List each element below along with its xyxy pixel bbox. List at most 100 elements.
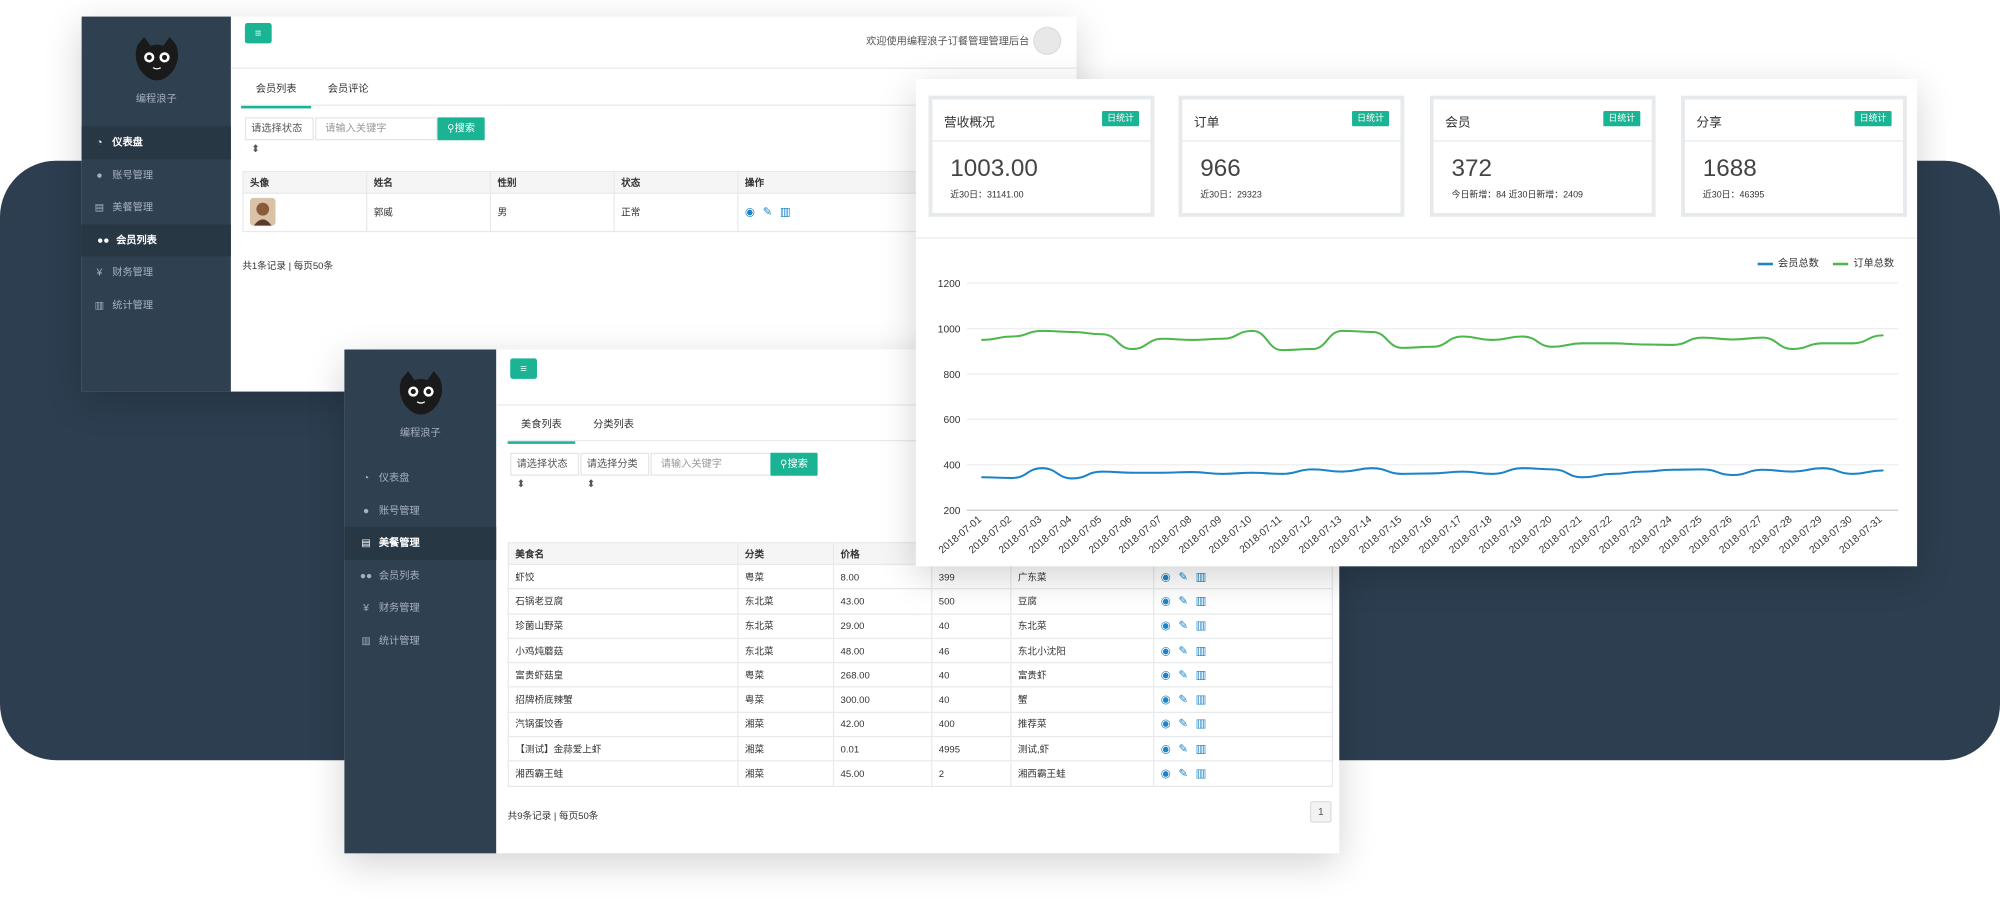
sidebar-item-finance[interactable]: ¥ 财务管理: [344, 592, 496, 625]
food-stock: 2: [931, 760, 1012, 787]
view-icon[interactable]: ◉: [1160, 668, 1179, 681]
y-tick-label: 800: [943, 370, 960, 381]
category-select[interactable]: 请选择分类 ⬍: [580, 452, 650, 490]
dashboard-icon: ◔: [96, 136, 103, 148]
data-point: [1641, 343, 1644, 346]
trash-icon[interactable]: ▥: [1195, 569, 1215, 583]
table-row: 招牌桥底辣蟹 粤菜 300.00 40 蟹 ◉✎▥: [507, 686, 1333, 713]
col-gender: 性别: [489, 170, 615, 194]
legend-swatch: [1757, 262, 1773, 265]
sidebar-item-accounts[interactable]: ● 账号管理: [82, 159, 231, 192]
table-row: 石锅老豆腐 东北菜 43.00 500 豆腐 ◉✎▥: [507, 588, 1333, 615]
edit-icon[interactable]: ✎: [1178, 741, 1196, 755]
food-tags: 广东菜: [1010, 563, 1155, 590]
view-icon[interactable]: ◉: [1160, 741, 1179, 755]
sidebar-item-dashboard[interactable]: ◔ 仪表盘: [344, 462, 496, 495]
data-point: [1521, 335, 1524, 338]
edit-icon[interactable]: ✎: [1178, 717, 1196, 731]
search-input[interactable]: 请输入关键字: [315, 117, 438, 141]
sidebar-item-label: 财务管理: [378, 602, 420, 614]
card-title: 营收概况: [943, 116, 995, 131]
data-point: [1671, 343, 1674, 346]
food-name: 虾饺: [507, 563, 739, 590]
edit-icon[interactable]: ✎: [1178, 618, 1196, 632]
card-value: 372: [1451, 155, 1492, 183]
stat-card-revenue: 营收概况 日统计 1003.00 近30日：31141.00: [928, 95, 1155, 217]
edit-icon[interactable]: ✎: [1178, 692, 1196, 706]
edit-icon[interactable]: ✎: [1178, 766, 1196, 780]
trash-icon[interactable]: ▥: [1195, 766, 1215, 780]
action-cell: ◉✎▥: [1153, 686, 1333, 713]
card-subtext: 近30日：46395: [1702, 191, 1765, 201]
sidebar-item-finance[interactable]: ¥ 财务管理: [82, 256, 231, 289]
trash-icon[interactable]: ▥: [1195, 717, 1215, 731]
edit-icon[interactable]: ✎: [1178, 569, 1196, 583]
sidebar-item-stats[interactable]: ▥ 统计管理: [344, 624, 496, 657]
food-tags: 豆腐: [1010, 588, 1155, 615]
view-icon[interactable]: ◉: [744, 205, 763, 219]
tab-category-list[interactable]: 分类列表: [593, 418, 634, 430]
view-icon[interactable]: ◉: [1160, 717, 1179, 731]
user-avatar[interactable]: [1033, 26, 1062, 55]
trash-icon[interactable]: ▥: [1195, 741, 1215, 755]
brand-logo: 编程浪子: [344, 369, 496, 440]
status-select[interactable]: 请选择状态 ⬍: [244, 117, 314, 154]
trash-icon[interactable]: ▥: [1195, 692, 1215, 706]
page-1-button[interactable]: 1: [1309, 801, 1332, 823]
tab-member-list[interactable]: 会员列表: [241, 82, 312, 109]
status-select[interactable]: 请选择状态 ⬍: [510, 452, 580, 490]
data-point: [1161, 471, 1164, 474]
sidebar-item-accounts[interactable]: ● 账号管理: [344, 494, 496, 527]
trash-icon[interactable]: ▥: [1195, 668, 1215, 681]
view-icon[interactable]: ◉: [1160, 692, 1179, 706]
trash-icon[interactable]: ▥: [1195, 643, 1215, 657]
edit-icon[interactable]: ✎: [1178, 668, 1196, 681]
sidebar-item-members[interactable]: ●● 会员列表: [344, 559, 496, 592]
search-input[interactable]: 请输入关键字: [650, 452, 772, 476]
data-point: [1761, 336, 1764, 339]
food-category: 湘菜: [737, 760, 835, 787]
sidebar: 编程浪子 ◔ 仪表盘 ● 账号管理 ▤ 美餐管理 ●● 会员列表 ¥ 财务管理 ▥ 统计管理: [344, 349, 497, 854]
data-point: [1641, 470, 1644, 473]
sidebar-item-members[interactable]: ●● 会员列表: [81, 223, 231, 257]
sidebar-item-food[interactable]: ▤ 美餐管理: [82, 191, 231, 224]
action-cell: ◉✎▥: [1153, 736, 1333, 762]
edit-icon[interactable]: ✎: [1178, 643, 1196, 657]
search-button[interactable]: ⚲搜索: [770, 452, 818, 476]
sidebar-item-food[interactable]: ▤ 美餐管理: [344, 526, 497, 560]
view-icon[interactable]: ◉: [1160, 643, 1179, 657]
trash-icon[interactable]: ▥: [1195, 618, 1215, 632]
food-price: 300.00: [832, 686, 933, 713]
data-point: [1851, 472, 1854, 475]
y-tick-label: 400: [943, 461, 960, 472]
col-food-name: 美食名: [507, 542, 739, 566]
edit-icon[interactable]: ✎: [1178, 594, 1196, 608]
tab-member-comments[interactable]: 会员评论: [327, 82, 369, 95]
view-icon[interactable]: ◉: [1160, 569, 1179, 583]
action-cell: ◉✎▥: [1153, 637, 1333, 664]
dashboard-window: 营收概况 日统计 1003.00 近30日：31141.00 订单 日统计 96…: [915, 79, 1918, 567]
trash-icon[interactable]: ▥: [779, 205, 799, 219]
view-icon[interactable]: ◉: [1160, 618, 1179, 632]
bar-chart-icon: ▥: [361, 634, 371, 647]
menu-toggle-button[interactable]: ≡: [510, 358, 537, 379]
sidebar-nav: ◔ 仪表盘 ● 账号管理 ▤ 美餐管理 ●● 会员列表 ¥ 财务管理 ▥ 统计管理: [81, 126, 231, 322]
legend-members[interactable]: 会员总数: [1757, 256, 1819, 270]
sidebar-item-label: 会员列表: [116, 234, 157, 246]
view-icon[interactable]: ◉: [1160, 766, 1179, 780]
trash-icon[interactable]: ▥: [1195, 594, 1215, 608]
tab-food-list[interactable]: 美食列表: [507, 417, 576, 444]
view-icon[interactable]: ◉: [1160, 594, 1179, 608]
edit-icon[interactable]: ✎: [762, 205, 780, 219]
data-point: [1101, 470, 1104, 473]
legend-orders[interactable]: 订单总数: [1832, 256, 1894, 270]
table-row: 湘西霸王蛙 湘菜 45.00 2 湘西霸王蛙 ◉✎▥: [507, 760, 1333, 787]
sidebar-item-dashboard[interactable]: ◔ 仪表盘: [81, 126, 231, 159]
search-button[interactable]: ⚲搜索: [437, 117, 485, 141]
sidebar-item-stats[interactable]: ▥ 统计管理: [82, 289, 231, 322]
food-stock: 40: [931, 686, 1012, 713]
menu-toggle-button[interactable]: ≡: [244, 22, 272, 44]
card-badge: 日统计: [1102, 110, 1140, 127]
food-category: 粤菜: [737, 686, 835, 713]
food-category: 粤菜: [737, 662, 835, 689]
